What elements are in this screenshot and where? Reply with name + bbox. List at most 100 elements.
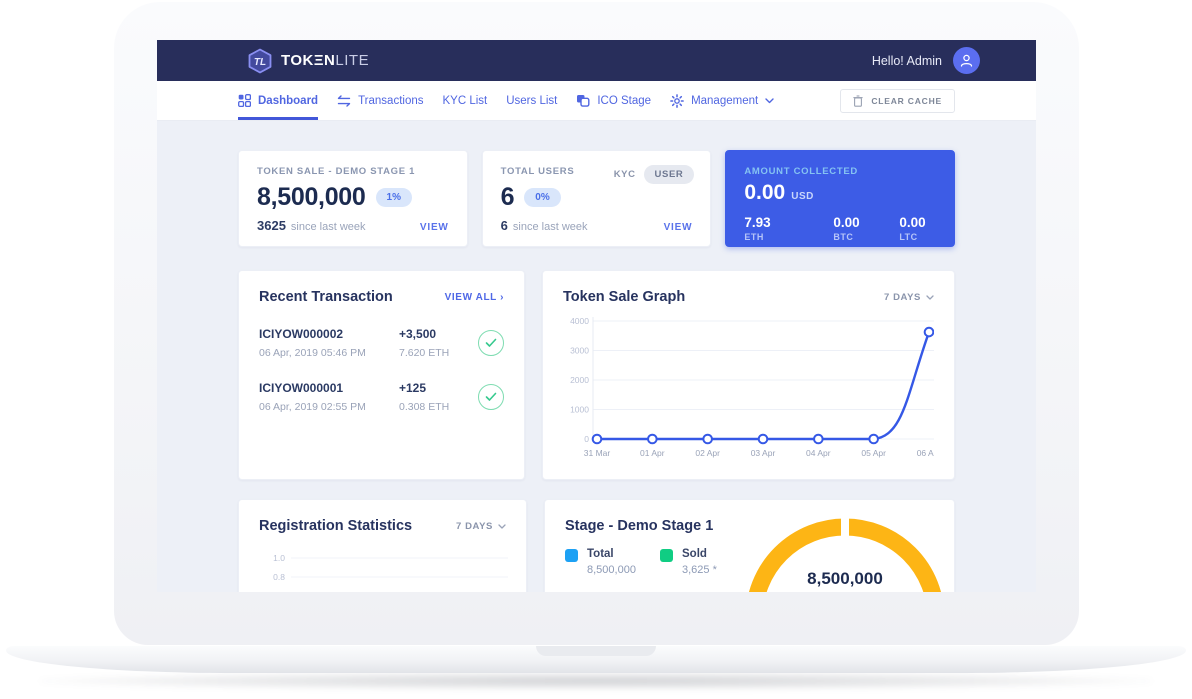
toggle-kyc[interactable]: KYC (613, 169, 636, 180)
nav-label: Management (691, 94, 759, 107)
nav-item-transactions[interactable]: Transactions (337, 81, 423, 120)
range-dropdown[interactable]: 7 DAYS (884, 292, 934, 303)
gauge-center-value: 8,500,000 (807, 569, 883, 588)
chevron-down-icon (765, 97, 774, 103)
nav-item-ico-stage[interactable]: ICO Stage (576, 81, 651, 120)
amount-collected-card: AMOUNT COLLECTED 0.00 USD 7.93 ETH 0.00 … (725, 150, 956, 247)
dashboard-content: TOKEN SALE - DEMO STAGE 1 8,500,000 1% 3… (157, 121, 1036, 592)
laptop-shadow (40, 672, 1152, 690)
svg-text:0.8: 0.8 (273, 572, 285, 582)
stat-label: TOKEN SALE - DEMO STAGE 1 (257, 166, 416, 177)
brand-logo[interactable]: TL TOKΞNLITE (247, 48, 369, 74)
svg-text:01 Apr: 01 Apr (640, 448, 665, 458)
brand-name: TOKΞNLITE (281, 52, 370, 69)
nav-label: Dashboard (258, 94, 319, 107)
total-users-badge: 0% (524, 188, 561, 207)
clear-cache-button[interactable]: CLEAR CACHE (840, 88, 955, 113)
cube-icon (577, 95, 590, 107)
legend-swatch-total (565, 549, 578, 562)
nav-label: KYC List (442, 94, 488, 107)
transaction-id: ICIYOW000002 (259, 327, 344, 341)
stage-gauge-card: Stage - Demo Stage 1 Total 8,500,000 (544, 499, 955, 592)
transaction-row: ICIYOW000002 06 Apr, 2019 05:46 PM +3,50… (259, 327, 504, 359)
nav-label: Users List (506, 94, 558, 107)
transaction-id: ICIYOW000001 (259, 381, 344, 395)
toggle-user[interactable]: USER (643, 165, 695, 184)
grid-icon (238, 94, 251, 107)
registration-line-chart: 1.0 0.8 0.6 (273, 553, 508, 592)
svg-text:03 Apr: 03 Apr (751, 448, 776, 458)
total-users-stat-card: TOTAL USERS KYC USER 6 0% 6 since last w… (481, 150, 712, 247)
stage-donut-gauge: 8,500,000 TLE (748, 514, 942, 592)
stat-label: TOTAL USERS (500, 166, 575, 177)
stat-label: AMOUNT COLLECTED (744, 166, 858, 177)
transaction-amount: +125 (399, 381, 427, 395)
swap-icon (337, 94, 351, 107)
users-kyc-toggle: KYC USER (614, 165, 695, 184)
view-all-link[interactable]: VIEW ALL › (444, 291, 504, 303)
nav-label: Transactions (358, 94, 424, 107)
svg-text:3000: 3000 (570, 346, 589, 356)
nav-item-dashboard[interactable]: Dashboard (238, 81, 319, 120)
trash-icon (853, 94, 863, 107)
svg-text:0.6: 0.6 (273, 591, 285, 592)
transaction-row: ICIYOW000001 06 Apr, 2019 02:55 PM +125 … (259, 381, 504, 413)
registration-statistics-card: Registration Statistics 7 DAYS 1.0 0.8 0.6 (238, 499, 527, 592)
nav-item-management[interactable]: Management (670, 81, 774, 120)
legend-item-sold: Sold 3,625 * (660, 548, 755, 576)
svg-text:2000: 2000 (570, 375, 589, 385)
check-circle-icon (478, 384, 504, 410)
delta-value: 3625 (257, 218, 286, 233)
delta-value: 6 (500, 218, 508, 233)
amount-usd-unit: USD (791, 191, 814, 202)
delta-caption: since last week (512, 221, 588, 233)
coin-ltc: 0.00 LTC (899, 215, 926, 242)
panel-title: Token Sale Graph (563, 289, 686, 305)
panel-title: Registration Statistics (259, 518, 413, 534)
user-avatar[interactable] (953, 47, 980, 74)
coin-eth: 7.93 ETH (744, 215, 771, 242)
token-sale-stat-card: TOKEN SALE - DEMO STAGE 1 8,500,000 1% 3… (238, 150, 468, 247)
svg-text:02 Apr: 02 Apr (695, 448, 720, 458)
svg-text:05 Apr: 05 Apr (861, 448, 886, 458)
view-users-link[interactable]: VIEW (663, 222, 693, 233)
nav-label: ICO Stage (597, 94, 652, 107)
gear-icon (670, 93, 684, 108)
nav-item-kyc-list[interactable]: KYC List (442, 81, 487, 120)
svg-text:1.0: 1.0 (273, 553, 285, 563)
delta-caption: since last week (290, 221, 366, 233)
svg-text:31 Mar: 31 Mar (584, 448, 611, 458)
tokenlite-logo-icon: TL (248, 48, 272, 73)
person-icon (960, 54, 973, 67)
svg-text:1000: 1000 (570, 405, 589, 415)
logo-monogram: TL (254, 57, 266, 68)
token-sale-line-chart: 0 1000 2000 3000 4000 31 Mar 01 Apr 02 Apr 03 Ap… (570, 316, 934, 458)
greeting-text: Hello! Admin (871, 53, 942, 68)
svg-text:06 Apr: 06 Apr (917, 448, 934, 458)
recent-transactions-card: Recent Transaction VIEW ALL › ICIYOW0000… (238, 270, 525, 480)
main-nav: Dashboard Transactions KYC List Users Li… (157, 81, 1036, 121)
transaction-eth: 7.620 ETH (399, 347, 450, 359)
nav-item-users-list[interactable]: Users List (506, 81, 557, 120)
dashboard-screen: TL TOKΞNLITE Hello! Admin (157, 40, 1036, 592)
transaction-eth: 0.308 ETH (399, 401, 450, 413)
transaction-amount: +3,500 (399, 327, 437, 341)
panel-title: Stage - Demo Stage 1 (565, 518, 714, 534)
svg-text:0: 0 (584, 434, 589, 444)
legend-item-total: Total 8,500,000 (565, 548, 660, 576)
range-dropdown[interactable]: 7 DAYS (456, 521, 506, 532)
view-token-sale-link[interactable]: VIEW (419, 222, 449, 233)
token-sale-value: 8,500,000 (257, 183, 366, 211)
chevron-down-icon (926, 294, 934, 300)
token-sale-graph-card: Token Sale Graph 7 DAYS 0 1000 2000 3000 400… (542, 270, 955, 480)
transaction-date: 06 Apr, 2019 05:46 PM (259, 347, 366, 359)
token-sale-badge: 1% (375, 188, 412, 207)
check-circle-icon (478, 330, 504, 356)
transaction-date: 06 Apr, 2019 02:55 PM (259, 401, 366, 413)
svg-text:04 Apr: 04 Apr (806, 448, 831, 458)
legend-swatch-sold (660, 549, 673, 562)
chevron-down-icon (498, 523, 506, 529)
panel-title: Recent Transaction (259, 289, 393, 305)
coin-btc: 0.00 BTC (833, 215, 860, 242)
